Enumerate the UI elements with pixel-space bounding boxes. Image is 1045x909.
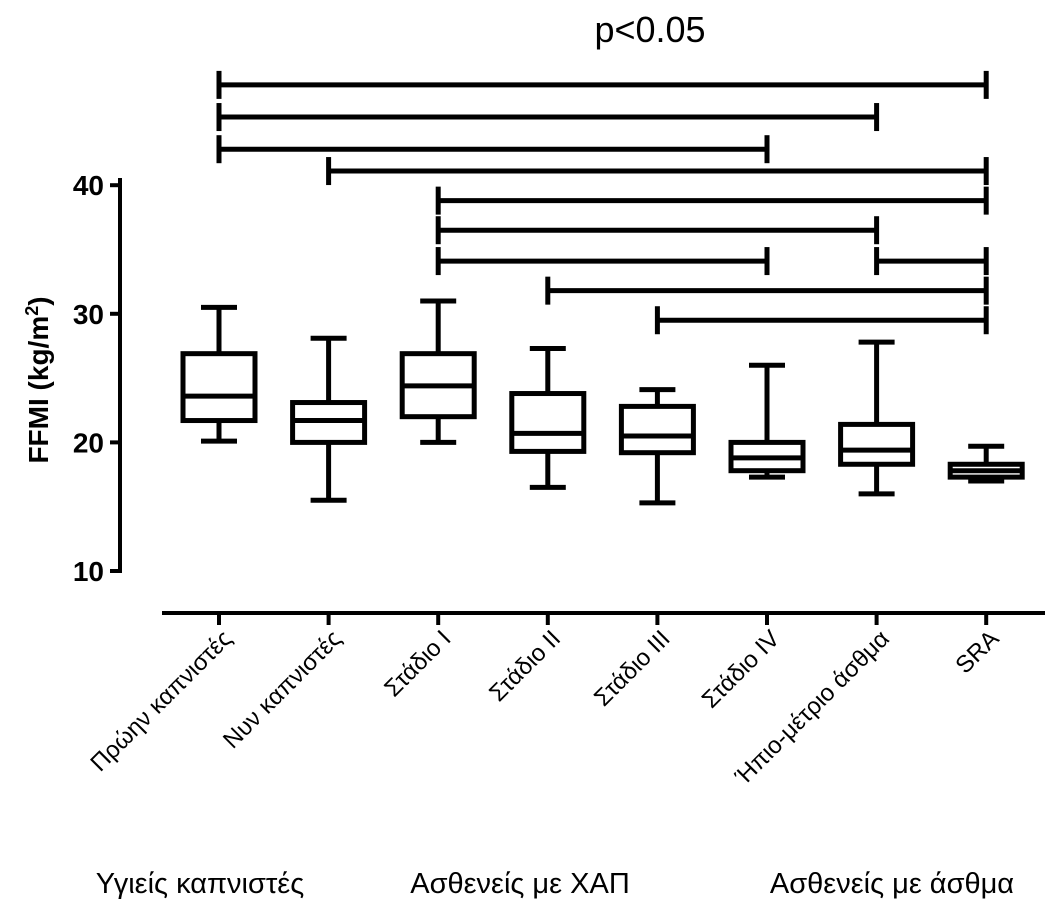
iqr-box [509, 391, 587, 454]
y-axis-label-text: FFMI (kg/m [23, 316, 54, 464]
category-label-2: Στάδιο Ι [379, 625, 456, 702]
y-tick-label-10: 10 [73, 556, 104, 587]
bracket-2-5 [435, 247, 770, 276]
category-label-0: Πρώην καπνιστές [85, 625, 237, 777]
category-label-4: Στάδιο ΙΙΙ [589, 625, 676, 712]
box-6 [838, 339, 916, 497]
box-5 [728, 362, 806, 480]
bracket-6-7 [874, 247, 989, 276]
y-axis-label-superscript: 2 [22, 306, 42, 316]
bracket-0-6 [216, 103, 880, 132]
box-7 [947, 443, 1025, 484]
box-0 [180, 304, 258, 444]
group-label-copd-patients: Ασθενείς με ΧΑΠ [410, 868, 630, 900]
y-tick-label-40: 40 [73, 170, 104, 201]
bracket-1-7 [326, 157, 989, 186]
box-1 [290, 335, 368, 503]
y-axis-label: FFMI (kg/m2) [22, 296, 54, 463]
bracket-2-6 [435, 216, 880, 245]
bracket-0-7 [216, 70, 989, 99]
axes: 10 20 30 40 [73, 170, 1045, 625]
significance-brackets [216, 70, 989, 335]
category-label-1: Νυν καπνιστές [218, 625, 347, 754]
box-3 [509, 346, 587, 490]
category-label-5: Στάδιο ΙV [697, 625, 785, 713]
category-label-7: SRA [950, 625, 1004, 679]
y-axis-label-close: ) [23, 296, 54, 305]
box-plots [180, 298, 1025, 506]
iqr-box [618, 403, 696, 456]
group-label-asthma-patients: Ασθενείς με άσθμα [770, 868, 1014, 900]
iqr-box [838, 421, 916, 467]
y-tick-label-20: 20 [73, 427, 104, 458]
group-label-healthy-smokers: Υγιείς καπνιστές [96, 868, 304, 900]
significance-annotation: p<0.05 [594, 9, 705, 50]
bracket-4-7 [654, 306, 989, 335]
bracket-3-7 [545, 276, 989, 305]
category-label-3: Στάδιο ΙΙ [484, 625, 566, 707]
box-4 [618, 387, 696, 506]
bracket-2-7 [435, 186, 989, 215]
bracket-0-5 [216, 135, 770, 164]
y-tick-label-30: 30 [73, 299, 104, 330]
box-2 [399, 298, 477, 445]
iqr-box [180, 351, 258, 424]
